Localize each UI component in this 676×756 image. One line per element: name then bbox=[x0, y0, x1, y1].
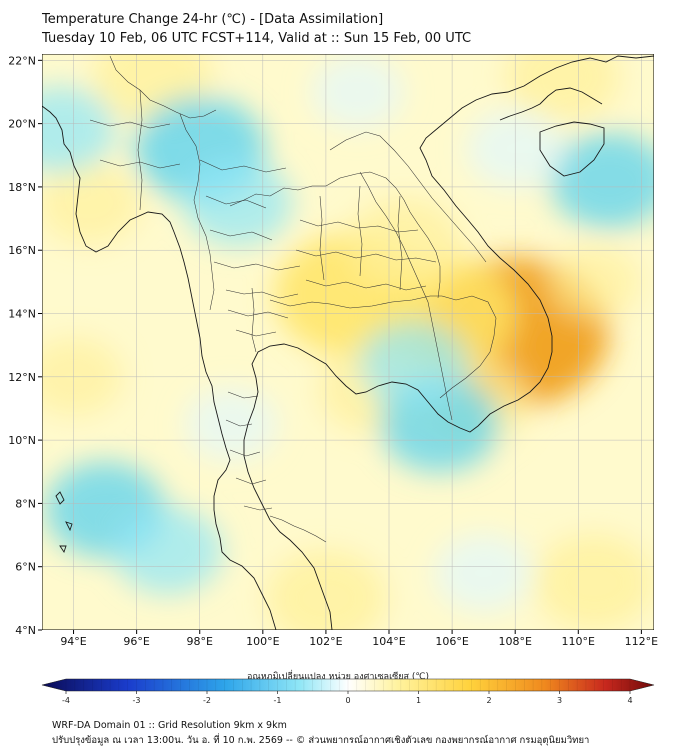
coastline-andaman-islands bbox=[55, 491, 73, 554]
province-grid-thai-north bbox=[199, 159, 301, 271]
anomaly-blob bbox=[547, 244, 641, 319]
lon-label: 102°E bbox=[309, 635, 342, 648]
colorbar-tick-label: 1 bbox=[416, 696, 421, 705]
border-myanmar-china bbox=[109, 55, 217, 119]
colorbar-tick-label: 2 bbox=[486, 696, 491, 705]
coastlines bbox=[42, 55, 654, 630]
lon-label: 108°E bbox=[498, 635, 531, 648]
map-title-line2: Tuesday 10 Feb, 06 UTC FCST+114, Valid a… bbox=[42, 31, 472, 46]
colorbar-tick-label: 3 bbox=[557, 696, 562, 705]
coastline-myanmar-thailand-west bbox=[42, 105, 277, 630]
river-mekong bbox=[359, 171, 453, 421]
province-grid-thai-northeast bbox=[295, 185, 437, 291]
border-cambodia-vietnam bbox=[439, 295, 497, 399]
lon-label: 94°E bbox=[60, 635, 86, 648]
colorbar-tick-label: -4 bbox=[62, 696, 70, 705]
lon-label: 96°E bbox=[123, 635, 149, 648]
lon-label: 104°E bbox=[372, 635, 405, 648]
lat-label: 18°N bbox=[8, 181, 36, 194]
border-thai-laos bbox=[229, 171, 441, 299]
map-title-line1: Temperature Change 24-hr (℃) - [Data Ass… bbox=[42, 12, 384, 27]
lon-label: 100°E bbox=[246, 635, 279, 648]
anomaly-blob bbox=[42, 86, 116, 174]
colorbar-tick-label: 0 bbox=[345, 696, 350, 705]
anomaly-blob bbox=[505, 54, 620, 122]
province-grid-thai-central bbox=[225, 287, 299, 353]
lat-label: 20°N bbox=[8, 118, 36, 131]
coastline-hainan bbox=[539, 121, 605, 177]
lat-label: 12°N bbox=[8, 371, 36, 384]
anomaly-blob bbox=[311, 54, 404, 129]
anomaly-blob bbox=[347, 198, 463, 290]
colorbar-tick-label: -1 bbox=[274, 696, 282, 705]
admin-borders bbox=[89, 55, 497, 543]
lon-label: 106°E bbox=[435, 635, 468, 648]
map-title-block: Temperature Change 24-hr (℃) - [Data Ass… bbox=[42, 10, 471, 48]
lat-label: 10°N bbox=[8, 434, 36, 447]
anomaly-blob bbox=[534, 534, 654, 630]
coastline-gulf-tonkin bbox=[499, 87, 603, 121]
province-grid-south bbox=[225, 391, 273, 511]
border-laos-vietnam bbox=[329, 131, 487, 263]
footer-line2: ปรับปรุงข้อมูล ณ เวลา 13:00น. วัน อ. ที่… bbox=[52, 735, 590, 746]
lat-label: 6°N bbox=[15, 561, 36, 574]
province-grid-myanmar bbox=[89, 89, 181, 211]
axis-ticks: 22°N 20°N 18°N 16°N 14°N 12°N 10°N 8°N 6°N 4°N 94°… bbox=[8, 54, 658, 648]
lat-label: 16°N bbox=[8, 244, 36, 257]
lat-label: 14°N bbox=[8, 308, 36, 321]
colorbar-tick-label: 4 bbox=[627, 696, 632, 705]
colorbar[interactable]: -4 -3 -2 -1 0 1 2 3 4 bbox=[0, 678, 676, 708]
coastline-gulf-thailand bbox=[243, 55, 654, 630]
anomaly-blob bbox=[434, 533, 533, 613]
colorbar-ticks: -4 -3 -2 -1 0 1 2 3 4 bbox=[62, 679, 633, 705]
footer: WRF-DA Domain 01 :: Grid Resolution 9km … bbox=[52, 718, 589, 748]
temperature-field bbox=[42, 54, 654, 630]
lat-label: 8°N bbox=[15, 497, 36, 510]
anomaly-blob bbox=[359, 320, 469, 408]
colorbar-tick-label: -3 bbox=[133, 696, 141, 705]
lon-label: 112°E bbox=[625, 635, 658, 648]
colorbar-tick-label: -2 bbox=[203, 696, 211, 705]
border-myanmar-thailand bbox=[179, 113, 215, 311]
colorbar-svg: -4 -3 -2 -1 0 1 2 3 4 bbox=[41, 678, 655, 705]
colorbar-title: อุณหภูมิเปลี่ยนแปลง หน่วย องศาเซลเซียส (… bbox=[246, 672, 430, 682]
lon-label: 98°E bbox=[187, 635, 213, 648]
border-thai-cambodia bbox=[269, 295, 442, 309]
anomaly-blob bbox=[549, 132, 654, 229]
lat-lon-grid bbox=[42, 54, 654, 630]
map-panel[interactable]: 22°N 20°N 18°N 16°N 14°N 12°N 10°N 8°N 6°N 4°N 94°… bbox=[0, 0, 676, 660]
temperature-map[interactable]: 22°N 20°N 18°N 16°N 14°N 12°N 10°N 8°N 6°N 4°N 94°… bbox=[0, 0, 676, 660]
lat-label: 4°N bbox=[15, 624, 36, 637]
lat-label: 22°N bbox=[8, 54, 36, 67]
border-thai-malaysia bbox=[269, 515, 327, 543]
footer-line1: WRF-DA Domain 01 :: Grid Resolution 9km … bbox=[52, 720, 287, 731]
lon-label: 110°E bbox=[562, 635, 595, 648]
anomaly-blob bbox=[42, 161, 142, 245]
anomaly-blob bbox=[113, 507, 223, 595]
